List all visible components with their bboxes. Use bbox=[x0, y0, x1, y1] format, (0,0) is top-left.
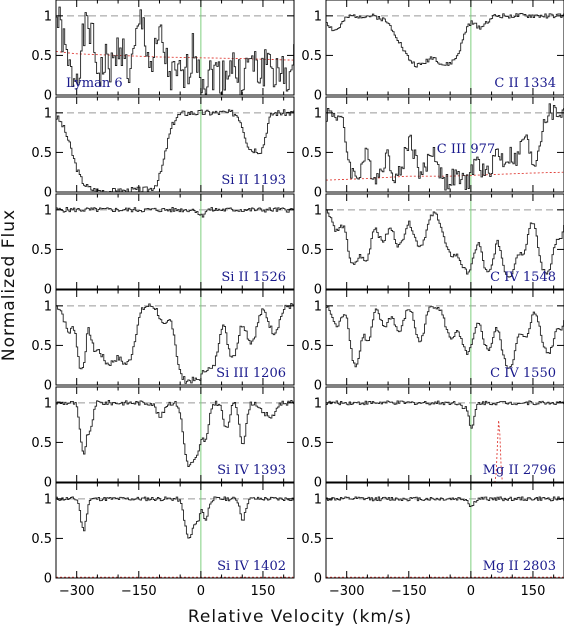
x-tick-label: 150 bbox=[521, 584, 546, 599]
x-tick-labels: −300 −150 0 150 −300 −150 0 150 bbox=[59, 584, 546, 599]
panel-grid: 0 0.5 1 Lyman 6 0 0.5 1 C II 1334 0 0.5 1 Si II 119… bbox=[31, 0, 564, 587]
flux-spectrum bbox=[326, 103, 564, 191]
flux-spectrum bbox=[326, 13, 564, 68]
x-tick-label: −150 bbox=[391, 584, 427, 599]
y-tick-label: 1 bbox=[314, 396, 322, 411]
panel-frame bbox=[55, 96, 295, 193]
y-tick-label: 1 bbox=[314, 106, 322, 121]
x-tick-label: 0 bbox=[467, 584, 475, 599]
error-spectrum bbox=[326, 171, 564, 181]
y-tick-label: 1 bbox=[44, 299, 52, 314]
panel-frame bbox=[325, 289, 564, 386]
y-tick-label: 0.5 bbox=[301, 532, 322, 547]
flux-spectrum bbox=[56, 109, 294, 192]
spectrum-panel: 0 0.5 1 C III 977 bbox=[301, 96, 564, 201]
panel-frame bbox=[55, 386, 295, 483]
flux-spectrum bbox=[326, 305, 564, 369]
panel-label: Si III 1206 bbox=[216, 366, 286, 381]
spectrum-panel: 0 0.5 1 Mg II 2803 bbox=[301, 482, 564, 587]
y-tick-label: 1 bbox=[44, 9, 52, 24]
panel-label: Si IV 1393 bbox=[217, 463, 286, 478]
spectrum-panel: 0 0.5 1 Si III 1206 bbox=[31, 289, 295, 394]
y-tick-label: 0.5 bbox=[301, 339, 322, 354]
y-tick-label: 1 bbox=[44, 492, 52, 507]
y-tick-label: 0 bbox=[314, 572, 322, 587]
y-tick-label: 1 bbox=[44, 396, 52, 411]
panel-frame bbox=[55, 0, 295, 96]
y-tick-label: 1 bbox=[44, 106, 52, 121]
y-tick-label: 0 bbox=[314, 283, 322, 298]
panel-frame bbox=[325, 193, 564, 290]
spectrum-panel: 0 0.5 1 Si II 1526 bbox=[31, 193, 295, 298]
panel-label: Si II 1526 bbox=[221, 270, 286, 285]
flux-spectrum bbox=[56, 302, 294, 384]
spectrum-panel: 0 0.5 1 Si II 1193 bbox=[31, 96, 295, 201]
y-tick-label: 0.5 bbox=[301, 49, 322, 64]
panel-label: Mg II 2796 bbox=[483, 463, 556, 478]
y-tick-label: 0 bbox=[44, 186, 52, 201]
spectrum-panel: 0 0.5 1 Si IV 1393 bbox=[31, 386, 295, 491]
y-tick-label: 0 bbox=[44, 572, 52, 587]
panel-label: C II 1334 bbox=[494, 76, 556, 91]
x-tick-label: −150 bbox=[121, 584, 157, 599]
y-tick-label: 1 bbox=[314, 203, 322, 218]
y-tick-label: 0.5 bbox=[31, 436, 52, 451]
spectrum-panel: 0 0.5 1 Mg II 2796 bbox=[301, 386, 564, 491]
y-tick-label: 0 bbox=[314, 379, 322, 394]
x-axis-title: Relative Velocity (km/s) bbox=[188, 607, 412, 627]
panel-frame bbox=[325, 482, 564, 579]
x-tick-label: 150 bbox=[251, 584, 276, 599]
panel-label: Lyman 6 bbox=[66, 76, 123, 91]
y-tick-label: 0 bbox=[44, 476, 52, 491]
y-tick-label: 0.5 bbox=[31, 532, 52, 547]
spectrum-panel: 0 0.5 1 Lyman 6 bbox=[31, 0, 295, 104]
flux-spectrum bbox=[56, 6, 294, 95]
spectrum-panel: 0 0.5 1 C II 1334 bbox=[301, 0, 564, 104]
panel-label: C IV 1550 bbox=[490, 366, 556, 381]
y-tick-label: 0 bbox=[314, 476, 322, 491]
flux-spectrum bbox=[56, 400, 294, 467]
panel-label: Mg II 2803 bbox=[483, 559, 556, 574]
panel-frame bbox=[55, 193, 295, 290]
spectrum-panel: 0 0.5 1 Si IV 1402 bbox=[31, 482, 295, 587]
panel-frame bbox=[55, 289, 295, 386]
panel-label: Si IV 1402 bbox=[217, 559, 286, 574]
y-tick-label: 0.5 bbox=[301, 436, 322, 451]
y-tick-label: 0.5 bbox=[31, 146, 52, 161]
panel-label: Si II 1193 bbox=[221, 173, 286, 188]
y-tick-label: 1 bbox=[314, 9, 322, 24]
flux-spectrum bbox=[56, 207, 294, 218]
panel-label: C IV 1548 bbox=[490, 270, 556, 285]
panel-frame bbox=[55, 482, 295, 579]
y-axis-title: Normalized Flux bbox=[0, 209, 19, 361]
y-tick-label: 0.5 bbox=[31, 339, 52, 354]
y-tick-label: 0.5 bbox=[31, 243, 52, 258]
error-spectrum bbox=[56, 51, 294, 61]
panel-frame bbox=[325, 386, 564, 483]
panel-frame bbox=[325, 0, 564, 96]
y-tick-label: 1 bbox=[314, 492, 322, 507]
y-tick-label: 0 bbox=[44, 379, 52, 394]
y-tick-label: 0.5 bbox=[301, 146, 322, 161]
y-tick-label: 0 bbox=[44, 89, 52, 104]
y-tick-label: 0.5 bbox=[301, 243, 322, 258]
y-tick-label: 0.5 bbox=[31, 49, 52, 64]
x-tick-label: −300 bbox=[329, 584, 365, 599]
spectrum-panel: 0 0.5 1 C IV 1550 bbox=[301, 289, 564, 394]
y-tick-label: 1 bbox=[314, 299, 322, 314]
panel-frame bbox=[325, 96, 564, 193]
y-tick-label: 0 bbox=[314, 89, 322, 104]
panel-label: C III 977 bbox=[437, 142, 495, 157]
flux-spectrum bbox=[326, 400, 564, 429]
flux-spectrum bbox=[326, 496, 564, 507]
x-tick-label: −300 bbox=[59, 584, 95, 599]
y-tick-label: 1 bbox=[44, 203, 52, 218]
spectrum-panel: 0 0.5 1 C IV 1548 bbox=[301, 193, 564, 298]
y-tick-label: 0 bbox=[314, 186, 322, 201]
flux-spectrum bbox=[326, 209, 564, 278]
y-tick-label: 0 bbox=[44, 283, 52, 298]
flux-spectrum bbox=[56, 496, 294, 539]
x-tick-label: 0 bbox=[197, 584, 205, 599]
